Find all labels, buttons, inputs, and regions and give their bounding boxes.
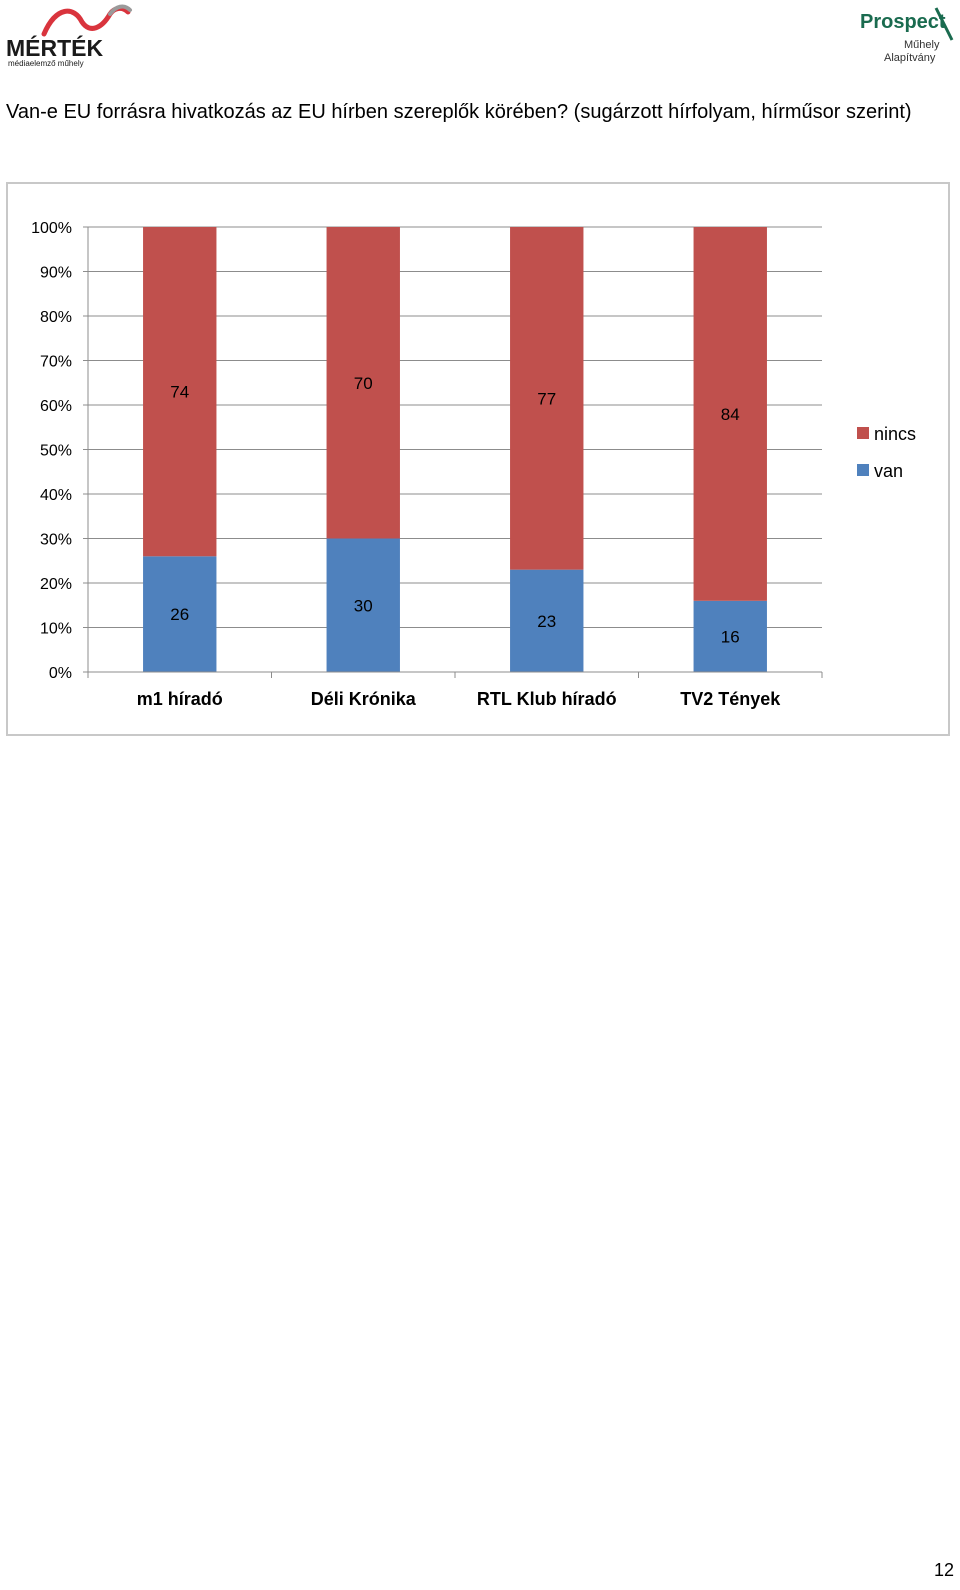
y-tick-label: 30%: [40, 532, 72, 549]
data-label-nincs: 84: [721, 405, 740, 424]
legend: nincs van: [857, 424, 916, 481]
bars: [143, 227, 767, 672]
data-label-van: 26: [170, 605, 189, 624]
axes: [83, 226, 823, 678]
x-tick-label: TV2 Tények: [680, 689, 781, 709]
y-tick-label: 50%: [40, 443, 72, 460]
data-label-nincs: 74: [170, 383, 189, 402]
y-tick-label: 40%: [40, 487, 72, 504]
bar-van: [143, 556, 217, 672]
bar-van: [326, 538, 400, 672]
prospect-logo-line3: Alapítvány: [884, 52, 936, 64]
prospect-logo: Prospect Műhely Alapítvány: [860, 7, 954, 64]
legend-swatch-van: [857, 464, 869, 476]
prospect-logo-line2: Műhely: [904, 39, 940, 51]
mertek-ribbon-gray-icon: [108, 4, 132, 16]
data-label-nincs: 70: [354, 374, 373, 393]
data-label-van: 30: [354, 596, 373, 615]
bar-van: [510, 569, 584, 672]
y-tick-label: 90%: [40, 265, 72, 282]
mertek-ribbon-icon: [41, 5, 131, 37]
data-label-van: 23: [537, 612, 556, 631]
data-label-van: 16: [721, 627, 740, 646]
bar-nincs: [693, 227, 767, 601]
y-tick-label: 100%: [31, 220, 72, 237]
y-tick-label: 80%: [40, 309, 72, 326]
x-tick-label: m1 híradó: [137, 689, 223, 709]
y-tick-label: 20%: [40, 576, 72, 593]
bar-van: [693, 600, 767, 672]
y-tick-label: 0%: [49, 665, 72, 682]
x-tick-label: Déli Krónika: [311, 689, 417, 709]
data-labels: 26 74 30 70 23 77 16 84: [170, 374, 739, 647]
y-tick-label: 60%: [40, 398, 72, 415]
chart-area: 0% 10% 20% 30% 40% 50% 60% 70% 80% 90% 100% 26 74 30…: [6, 182, 950, 736]
y-tick-label: 70%: [40, 354, 72, 371]
mertek-logo-name: MÉRTÉK: [6, 34, 104, 61]
page-number: 12: [933, 1560, 954, 1580]
x-tick-label: RTL Klub híradó: [477, 689, 617, 709]
mertek-logo-tagline: médiaelemző műhely: [8, 59, 84, 68]
prospect-logo-name: Prospect: [860, 11, 946, 33]
x-axis-tick-labels: m1 híradó Déli Krónika RTL Klub híradó TV2 …: [137, 689, 782, 709]
legend-label-van: van: [874, 461, 903, 481]
data-label-nincs: 77: [537, 389, 556, 408]
legend-swatch-nincs: [857, 427, 869, 439]
mertek-logo: MÉRTÉK médiaelemző műhely: [6, 4, 132, 68]
prospect-slash-icon: [934, 7, 954, 41]
legend-label-nincs: nincs: [874, 424, 916, 444]
y-tick-label: 10%: [40, 621, 72, 638]
page-heading: Van-e EU forrásra hivatkozás az EU hírbe…: [6, 101, 912, 123]
bar-nincs: [510, 227, 584, 570]
bar-nincs: [326, 227, 400, 539]
y-axis-tick-labels: 0% 10% 20% 30% 40% 50% 60% 70% 80% 90% 100%: [31, 220, 72, 682]
bar-nincs: [143, 227, 217, 557]
